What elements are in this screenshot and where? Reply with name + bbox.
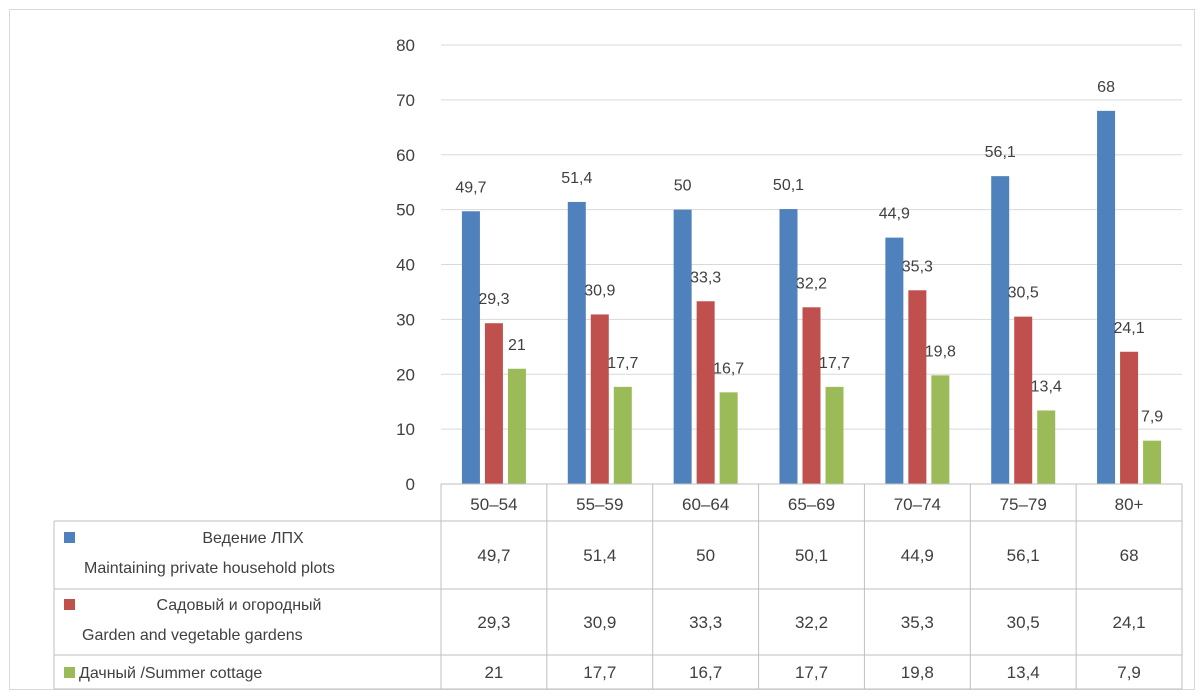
bar-s2-6: [1143, 440, 1162, 484]
data-label-s1-1: 30,9: [584, 282, 615, 299]
bar-s0-3: [779, 209, 798, 485]
legend-label-s0-ru: Ведение ЛПХ: [202, 530, 304, 547]
table-cell-s1-1: 30,9: [583, 613, 616, 632]
table-cell-s2-5: 13,4: [1007, 663, 1040, 682]
legend-label-s0-en: Maintaining private household plots: [84, 560, 335, 577]
legend-key-s0: [64, 532, 75, 543]
table-cell-s2-0: 21: [484, 663, 503, 682]
bar-s2-1: [613, 386, 632, 484]
y-tick-label-10: 10: [396, 420, 415, 439]
bar-s1-3: [802, 307, 821, 484]
data-label-s0-5: 56,1: [985, 144, 1016, 161]
data-label-s2-5: 13,4: [1031, 378, 1062, 395]
category-label-4: 70–74: [894, 495, 941, 514]
table-cell-s1-3: 32,2: [795, 613, 828, 632]
data-label-s0-3: 50,1: [773, 177, 804, 194]
bar-s0-1: [567, 201, 586, 484]
table-cell-s0-6: 68: [1120, 546, 1139, 565]
bar-s2-5: [1037, 410, 1056, 484]
data-label-s1-0: 29,3: [478, 291, 509, 308]
table-cell-s2-4: 19,8: [901, 663, 934, 682]
bar-s2-4: [931, 375, 950, 484]
table-cell-s1-2: 33,3: [689, 613, 722, 632]
bar-s1-2: [696, 301, 715, 484]
data-label-s0-6: 68: [1097, 79, 1115, 96]
table-cell-s1-6: 24,1: [1113, 613, 1146, 632]
data-label-s1-2: 33,3: [690, 269, 721, 286]
category-label-6: 80+: [1115, 495, 1144, 514]
bar-s0-6: [1097, 110, 1116, 484]
category-label-0: 50–54: [470, 495, 517, 514]
bar-s1-1: [590, 314, 609, 484]
legend-label-s2: Дачный /Summer cottage: [79, 665, 262, 682]
data-label-s2-6: 7,9: [1141, 409, 1163, 426]
data-label-s2-4: 19,8: [925, 343, 956, 360]
y-tick-label-30: 30: [396, 310, 415, 329]
bar-s2-3: [825, 386, 844, 484]
table-cell-s0-1: 51,4: [583, 546, 616, 565]
data-label-s1-4: 35,3: [902, 258, 933, 275]
table-cell-s2-6: 7,9: [1117, 663, 1141, 682]
bar-s1-0: [484, 323, 503, 484]
data-label-s1-3: 32,2: [796, 275, 827, 292]
legend-key-s2: [64, 667, 75, 678]
bar-s0-5: [991, 176, 1010, 484]
category-label-2: 60–64: [682, 495, 729, 514]
y-tick-label-50: 50: [396, 201, 415, 220]
table-cell-s0-4: 44,9: [901, 546, 934, 565]
category-label-3: 65–69: [788, 495, 835, 514]
table-cell-s1-4: 35,3: [901, 613, 934, 632]
data-label-s2-0: 21: [508, 337, 526, 354]
legend-label-s1-en: Garden and vegetable gardens: [82, 627, 303, 644]
data-label-s0-1: 51,4: [561, 170, 592, 187]
data-label-s2-1: 17,7: [607, 355, 638, 372]
bar-s0-4: [885, 237, 904, 484]
data-label-s1-6: 24,1: [1114, 320, 1145, 337]
y-tick-label-60: 60: [396, 146, 415, 165]
y-tick-label-80: 80: [396, 36, 415, 55]
bar-s0-0: [461, 211, 480, 485]
legend-key-s1: [64, 599, 75, 610]
table-cell-s0-0: 49,7: [477, 546, 510, 565]
y-tick-label-20: 20: [396, 365, 415, 384]
table-cell-s2-2: 16,7: [689, 663, 722, 682]
table-cell-s0-5: 56,1: [1007, 546, 1040, 565]
table-cell-s2-3: 17,7: [795, 663, 828, 682]
data-label-s1-5: 30,5: [1008, 285, 1039, 302]
bar-s2-0: [507, 368, 526, 484]
data-label-s0-2: 50: [674, 178, 692, 195]
bar-s1-6: [1120, 351, 1139, 484]
data-label-s2-3: 17,7: [819, 355, 850, 372]
bar-s0-2: [673, 209, 692, 484]
bar-s1-4: [908, 290, 927, 484]
legend-label-s1-ru: Садовый и огородный: [157, 597, 322, 614]
table-cell-s0-2: 50: [696, 546, 715, 565]
table-cell-s1-5: 30,5: [1007, 613, 1040, 632]
y-tick-label-0: 0: [406, 475, 415, 494]
y-tick-label-40: 40: [396, 256, 415, 275]
table-cell-s2-1: 17,7: [583, 663, 616, 682]
table-cell-s1-0: 29,3: [477, 613, 510, 632]
data-label-s0-4: 44,9: [879, 206, 910, 223]
y-tick-label-70: 70: [396, 91, 415, 110]
bar-s2-2: [719, 392, 738, 484]
category-label-5: 75–79: [1000, 495, 1047, 514]
bar-s1-5: [1014, 316, 1033, 484]
data-label-s0-0: 49,7: [455, 179, 486, 196]
table-cell-s0-3: 50,1: [795, 546, 828, 565]
category-label-1: 55–59: [576, 495, 623, 514]
data-label-s2-2: 16,7: [713, 360, 744, 377]
